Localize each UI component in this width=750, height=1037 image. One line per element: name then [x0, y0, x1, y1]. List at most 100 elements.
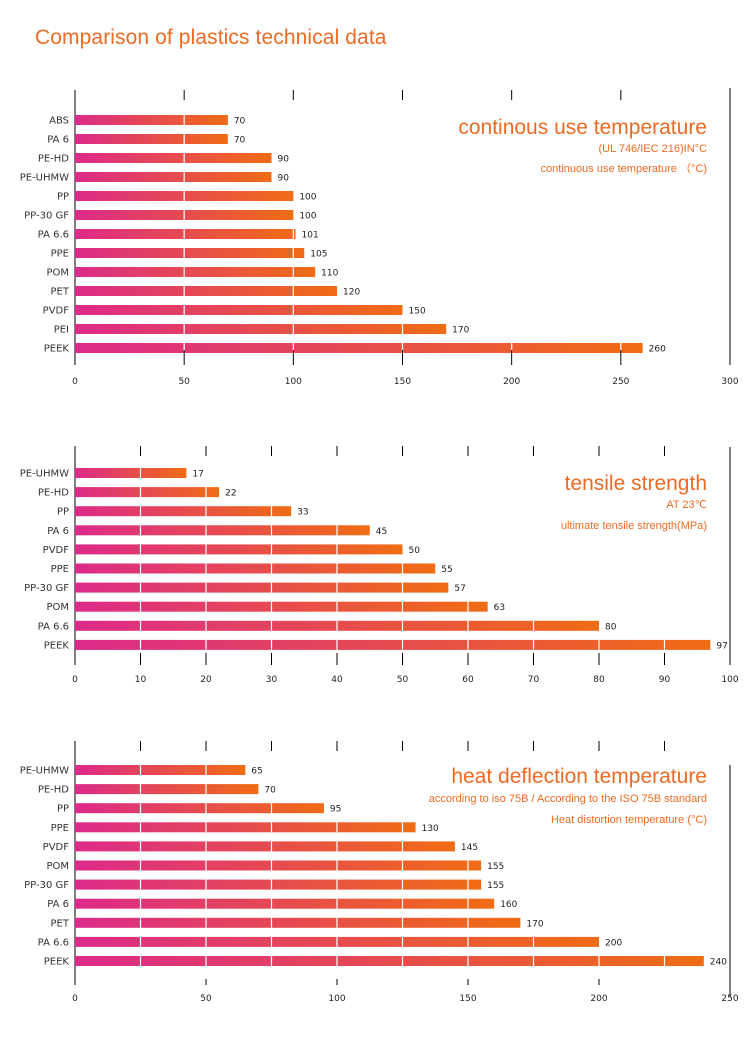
category-label: PP [57, 804, 69, 815]
value-label: 100 [299, 193, 316, 203]
bar [75, 563, 436, 574]
x-tick-label: 30 [266, 675, 278, 685]
category-label: PVDF [43, 306, 70, 317]
category-label: PA 6 [47, 526, 69, 537]
bar [75, 153, 272, 163]
x-tick-label: 60 [462, 675, 474, 685]
category-label: PPE [51, 249, 69, 260]
chart-title: tensile strength [565, 472, 707, 495]
category-label: PE-HD [38, 488, 69, 499]
category-label: PEEK [44, 957, 70, 968]
x-tick-label: 10 [135, 675, 147, 685]
category-label: PA 6.6 [38, 230, 69, 241]
bar [75, 765, 246, 775]
bar [75, 822, 416, 833]
category-label: POM [46, 268, 69, 279]
category-label: PE-UHMW [20, 173, 69, 184]
value-label: 200 [605, 938, 622, 948]
value-label: 100 [299, 212, 316, 222]
category-label: ABS [49, 116, 69, 127]
value-label: 105 [310, 250, 327, 260]
value-label: 145 [461, 843, 478, 853]
chart-heat-deflection-temperature: PE-UHMW 65 PE-HD 70 PP 95 PPE 130 PVDF 145 POM 155 P… [20, 741, 739, 1004]
bar [75, 544, 403, 555]
value-label: 101 [302, 231, 319, 241]
chart-subtitle: AT 23℃ [666, 499, 707, 511]
category-label: POM [46, 861, 69, 872]
x-tick-label: 40 [331, 675, 343, 685]
category-label: PE-UHMW [20, 469, 69, 480]
x-tick-label: 200 [590, 994, 607, 1004]
value-label: 70 [234, 117, 246, 127]
value-label: 45 [376, 527, 387, 537]
bar [75, 115, 228, 125]
x-tick-label: 20 [200, 675, 212, 685]
x-tick-label: 200 [503, 377, 520, 387]
category-label: PE-HD [38, 785, 69, 796]
value-label: 80 [605, 622, 617, 632]
value-label: 240 [710, 958, 727, 968]
category-label: PP-30 GF [24, 211, 69, 222]
x-tick-label: 100 [328, 994, 345, 1004]
bar [75, 956, 704, 966]
x-tick-label: 50 [178, 377, 190, 387]
value-label: 63 [494, 603, 505, 613]
x-tick-label: 300 [721, 377, 738, 387]
category-label: PPE [51, 564, 69, 575]
value-label: 160 [500, 900, 517, 910]
category-label: PA 6.6 [38, 937, 69, 948]
category-label: PEI [54, 325, 69, 336]
category-label: PET [51, 918, 70, 929]
chart-unit-note: ultimate tensile strength(MPa) [561, 520, 707, 532]
x-tick-label: 50 [397, 675, 409, 685]
category-label: PVDF [43, 842, 70, 853]
value-label: 130 [422, 824, 439, 834]
bar [75, 267, 316, 277]
bar [75, 898, 495, 909]
value-label: 95 [330, 805, 341, 815]
bar [75, 639, 711, 650]
value-label: 150 [409, 307, 426, 317]
bar [75, 784, 259, 795]
chart-title: heat deflection temperature [451, 765, 707, 788]
category-label: PE-UHMW [20, 766, 69, 777]
bar [75, 917, 521, 928]
x-tick-label: 0 [72, 377, 78, 387]
category-label: PPE [51, 823, 69, 834]
value-label: 65 [251, 767, 262, 777]
bar [75, 468, 187, 478]
bar [75, 803, 324, 814]
bar [75, 343, 643, 353]
value-label: 110 [321, 269, 338, 279]
bar [75, 525, 370, 536]
category-label: PVDF [43, 545, 70, 556]
x-tick-label: 150 [394, 377, 411, 387]
category-label: PA 6.6 [38, 621, 69, 632]
category-label: PP-30 GF [24, 583, 69, 594]
value-label: 70 [234, 136, 246, 146]
category-label: PEEK [44, 640, 70, 651]
category-label: PEEK [44, 344, 70, 355]
category-label: PP [57, 192, 69, 203]
category-label: PP [57, 507, 69, 518]
x-tick-label: 0 [72, 994, 78, 1004]
x-tick-label: 80 [593, 675, 605, 685]
x-tick-label: 250 [612, 377, 629, 387]
bar [75, 582, 449, 593]
x-tick-label: 150 [459, 994, 476, 1004]
value-label: 70 [264, 786, 276, 796]
value-label: 170 [452, 326, 469, 336]
value-label: 155 [487, 862, 504, 872]
value-label: 22 [225, 489, 236, 499]
chart-title: continous use temperature [458, 116, 707, 139]
category-label: PA 6 [47, 899, 69, 910]
bar [75, 487, 220, 498]
bar [75, 506, 292, 517]
category-label: PET [51, 287, 70, 298]
bar [75, 172, 272, 182]
category-label: POM [46, 602, 69, 613]
bar [75, 601, 488, 612]
category-label: PE-HD [38, 154, 69, 165]
value-label: 155 [487, 881, 504, 891]
bar [75, 305, 403, 315]
